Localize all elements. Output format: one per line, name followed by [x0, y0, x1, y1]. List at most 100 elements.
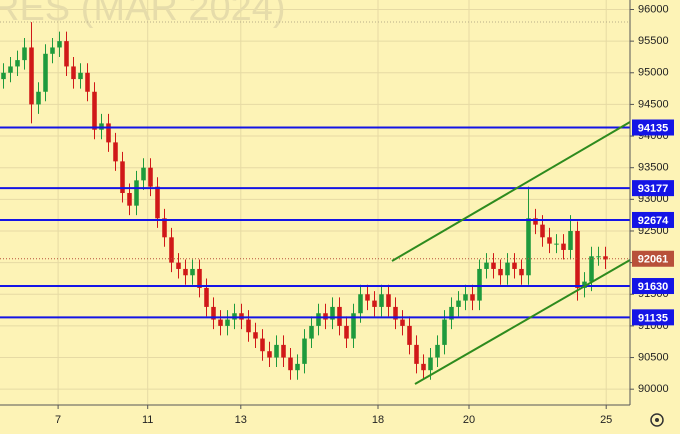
candle-body: [533, 218, 538, 225]
candle-body: [148, 167, 153, 187]
candle-body: [393, 306, 398, 320]
gear-center[interactable]: [655, 418, 659, 422]
gear[interactable]: [650, 413, 664, 427]
candle-body: [1, 72, 6, 80]
candle-body: [526, 218, 531, 276]
candle-body: [428, 357, 433, 371]
candle-body: [211, 306, 216, 320]
last-price-label: 92061: [638, 254, 669, 266]
level-label-box: [632, 309, 674, 326]
candle-body: [127, 193, 132, 206]
y-tick-label: 93000: [638, 193, 669, 205]
candle-body: [463, 294, 468, 301]
x-tick-label: 20: [463, 414, 475, 426]
candle-body: [365, 294, 370, 301]
x-tick-label: 13: [235, 414, 247, 426]
candle-body: [575, 230, 580, 288]
candle-body: [15, 60, 20, 67]
y-tick-label: 93500: [638, 162, 669, 174]
candle-body: [561, 243, 566, 250]
candle-body: [78, 72, 83, 80]
candle-body: [190, 268, 195, 276]
x-tick-label: 18: [372, 414, 384, 426]
candle-body: [176, 262, 181, 269]
candle-body: [484, 262, 489, 269]
candle-body: [589, 256, 594, 282]
level-label: 93177: [638, 183, 669, 195]
candle-body: [253, 332, 258, 339]
level-label: 91630: [638, 281, 669, 293]
candle-body: [421, 363, 426, 371]
candle-body: [92, 91, 97, 130]
y-tick-label: 90500: [638, 351, 669, 363]
watermark: RES (MAR 2024): [0, 0, 286, 29]
candle-body: [22, 47, 27, 61]
candle-body: [505, 262, 510, 276]
candle-body: [155, 186, 160, 219]
candle-body: [260, 338, 265, 352]
candle-body: [295, 363, 300, 371]
candle-body: [442, 319, 447, 345]
candle-body: [582, 281, 587, 288]
candle-body: [456, 300, 461, 307]
candle-body: [596, 256, 601, 258]
level-label: 94135: [638, 122, 669, 134]
candle-body: [50, 47, 55, 54]
candle-body: [85, 72, 90, 92]
y-tick-label: 96000: [638, 3, 669, 15]
candle-body: [169, 237, 174, 263]
candle-body: [372, 300, 377, 307]
candle-body: [519, 268, 524, 276]
y-tick-label: 95000: [638, 67, 669, 79]
candle-body: [435, 344, 440, 358]
candle-body: [407, 325, 412, 345]
candle-body: [330, 306, 335, 320]
candle-body: [141, 167, 146, 181]
candle-body: [358, 294, 363, 314]
candle-body: [106, 123, 111, 143]
candle-body: [225, 319, 230, 326]
candle-body: [8, 66, 13, 73]
candle-body: [540, 224, 545, 238]
y-tick-label: 90000: [638, 383, 669, 395]
candle-body: [204, 287, 209, 307]
candle-body: [414, 344, 419, 364]
candle-body: [568, 230, 573, 250]
level-label: 91135: [638, 312, 668, 324]
candle-body: [477, 268, 482, 301]
candle-body: [36, 91, 41, 105]
candle-body: [386, 294, 391, 307]
trend-line-lower: [414, 259, 631, 385]
candle-body: [57, 41, 62, 48]
trend-line-upper: [391, 121, 631, 262]
candle-body: [547, 237, 552, 244]
candle-body: [512, 262, 517, 269]
plot: [0, 22, 630, 380]
y-tick-label: 95500: [638, 35, 669, 47]
candle-body: [274, 344, 279, 358]
candle-body: [309, 325, 314, 339]
candle-body: [113, 142, 118, 162]
level-label: 92674: [638, 215, 669, 227]
candle-body: [218, 319, 223, 326]
level-label-box: [632, 180, 674, 197]
candle-body: [344, 325, 349, 339]
candle-body: [288, 357, 293, 371]
candle-body: [379, 294, 384, 307]
candle-body: [498, 268, 503, 276]
level-label-box: [632, 119, 674, 136]
candle-body: [491, 262, 496, 269]
level-label-box: [632, 278, 674, 295]
candle-body: [449, 306, 454, 320]
candle-body: [64, 41, 69, 67]
candle-body: [120, 161, 125, 194]
grid: [0, 0, 630, 405]
last-price-box: [632, 250, 674, 267]
candle-body: [197, 268, 202, 288]
settings-icon[interactable]: [650, 413, 664, 427]
candle-body: [267, 351, 272, 358]
candle-body: [554, 243, 559, 245]
candle-body: [400, 319, 405, 326]
